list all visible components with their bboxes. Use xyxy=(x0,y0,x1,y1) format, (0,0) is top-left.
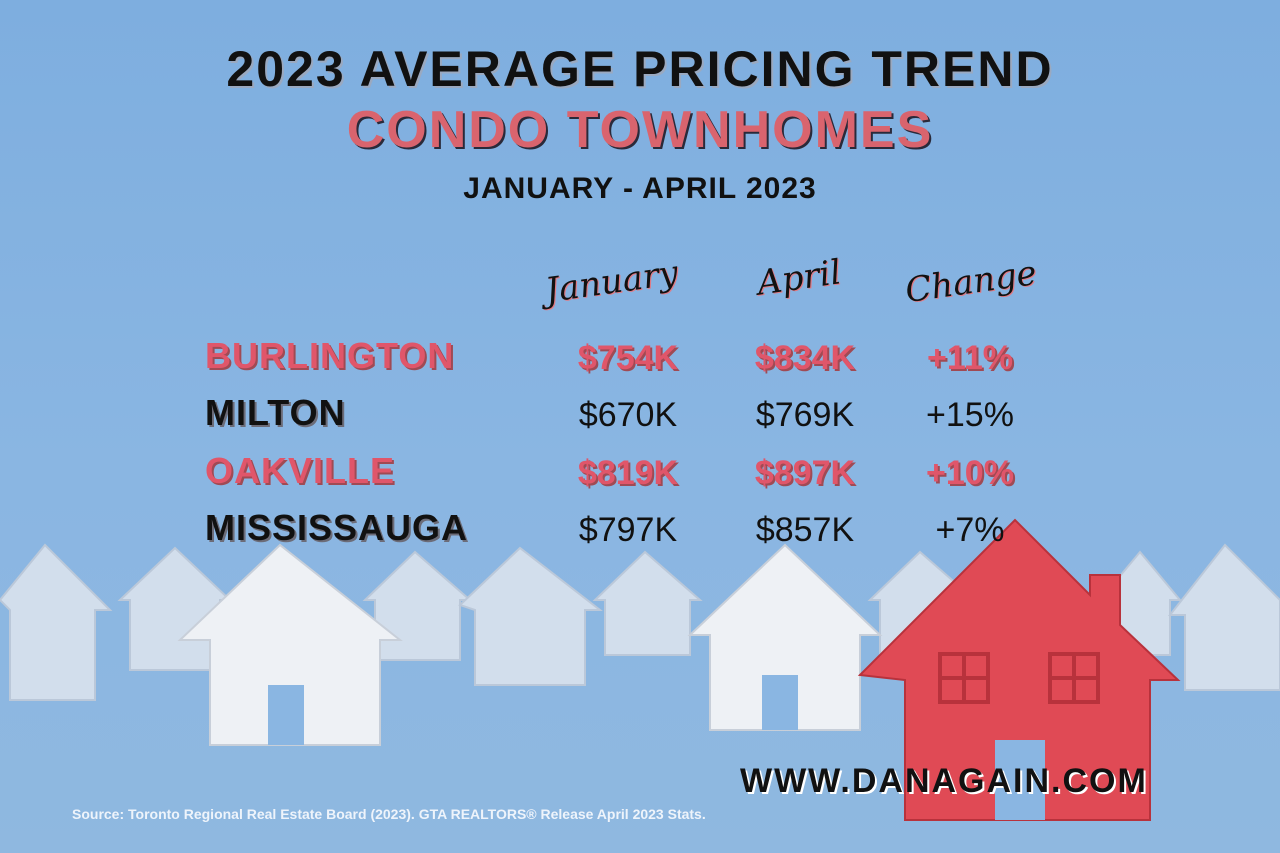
change-value: +10% xyxy=(926,454,1014,492)
website-url: WWW.DANAGAIN.COM xyxy=(740,762,1148,800)
house-icon xyxy=(1167,543,1280,691)
january-value: $754K xyxy=(577,339,679,377)
april-value: $834K xyxy=(754,339,856,377)
house-icon xyxy=(687,543,883,731)
city-label: MISSISSAUGA xyxy=(205,507,469,548)
change-value: +11% xyxy=(926,339,1014,377)
april-value: $897K xyxy=(754,454,856,492)
january-value: $670K xyxy=(578,396,678,434)
city-label: OAKVILLE xyxy=(205,450,396,491)
house-icon xyxy=(0,543,113,701)
house-icon xyxy=(177,543,403,746)
city-label: BURLINGTON xyxy=(205,335,455,376)
date-range: JANUARY - APRIL 2023 xyxy=(463,172,817,205)
source-note: Source: Toronto Regional Real Estate Boa… xyxy=(72,806,706,822)
city-label: MILTON xyxy=(205,392,346,433)
change-value: +15% xyxy=(926,396,1014,434)
red-house-icon xyxy=(857,518,1181,821)
april-value: $857K xyxy=(755,511,855,549)
april-value: $769K xyxy=(755,396,855,434)
change-value: +7% xyxy=(935,511,1005,549)
page-subtitle: CONDO TOWNHOMES xyxy=(346,101,934,159)
house-icon xyxy=(592,550,703,656)
page-title: 2023 AVERAGE PRICING TREND xyxy=(226,41,1054,97)
january-value: $797K xyxy=(578,511,678,549)
january-value: $819K xyxy=(577,454,679,492)
house-icon xyxy=(458,546,603,686)
